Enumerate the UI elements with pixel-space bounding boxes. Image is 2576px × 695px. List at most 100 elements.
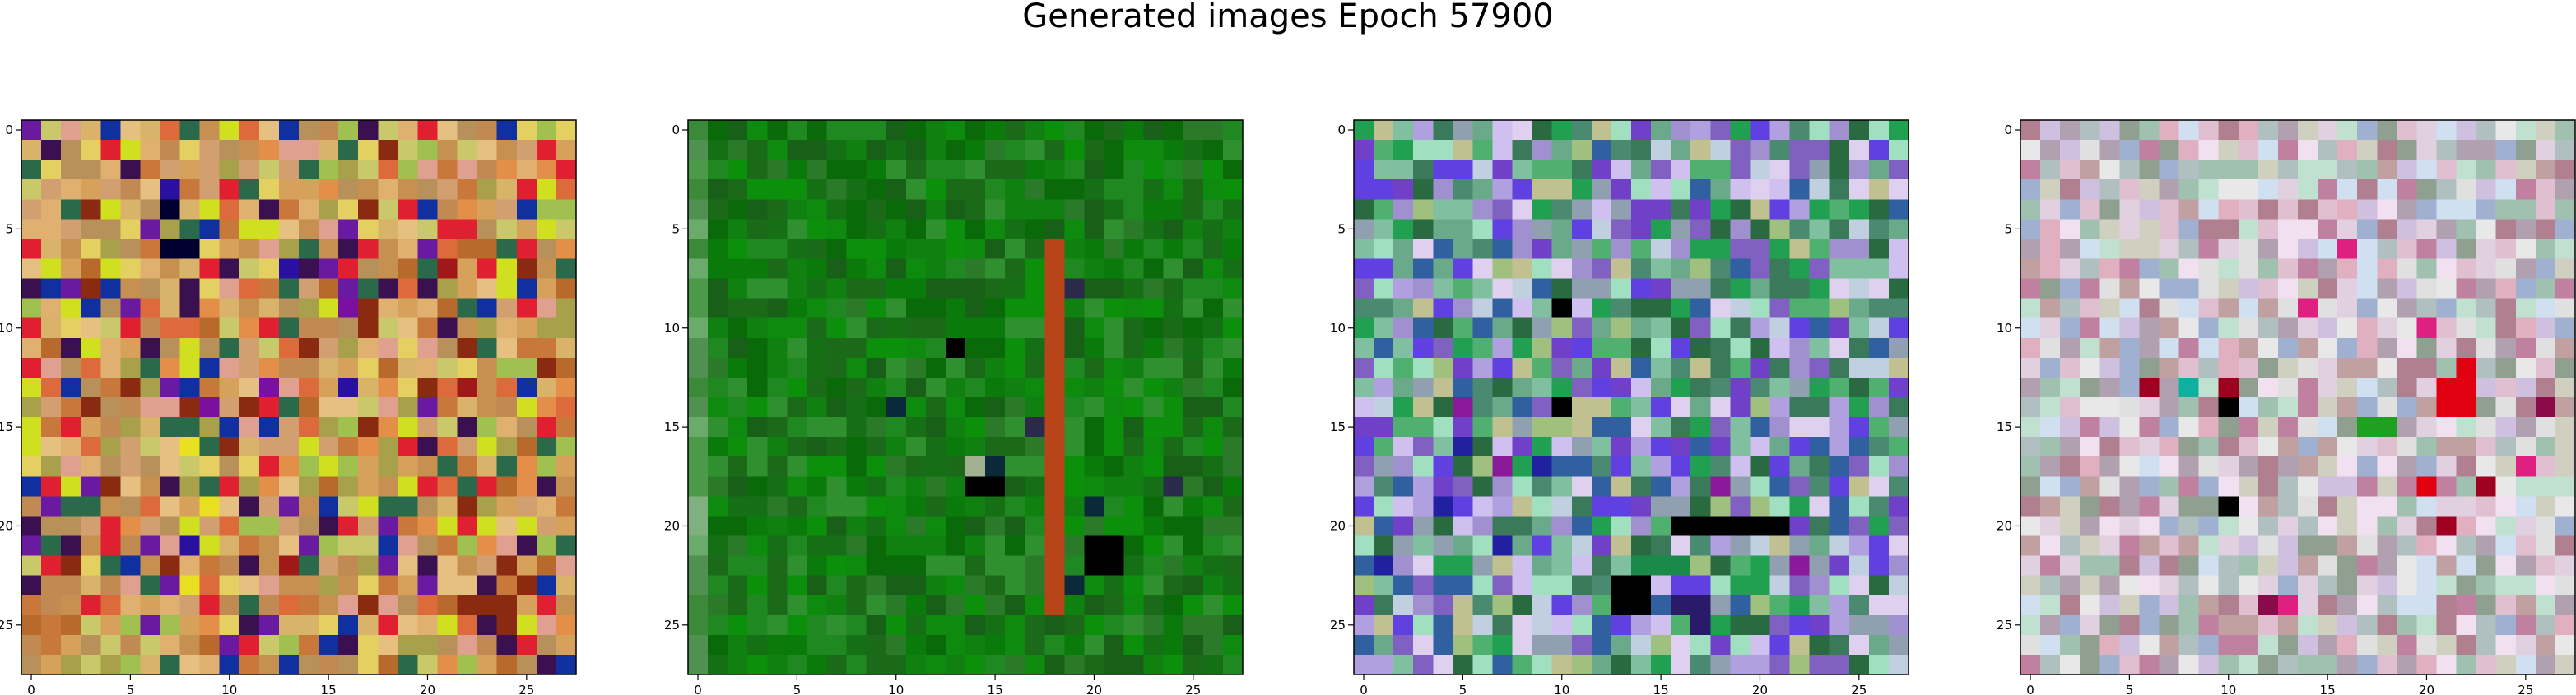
pixel-cell: [2119, 575, 2141, 596]
pixel-cell: [1064, 357, 1086, 378]
pixel-cell: [1651, 179, 1672, 200]
pixel-cell: [1631, 614, 1652, 636]
pixel-cell: [1183, 614, 1204, 636]
pixel-cell: [985, 179, 1006, 200]
pixel-cell: [1789, 516, 1811, 537]
y-tick-label: 10: [664, 321, 680, 336]
pixel-cell: [2119, 140, 2141, 160]
pixel-cell: [81, 160, 101, 180]
pixel-cell: [398, 417, 419, 438]
pixel-cell: [120, 516, 142, 537]
pixel-cell: [945, 258, 966, 280]
pixel-cell: [1183, 298, 1204, 319]
pixel-cell: [1433, 437, 1453, 457]
pixel-cell: [1848, 535, 1870, 557]
pixel-cell: [1374, 476, 1394, 497]
pixel-cell: [1143, 555, 1165, 577]
pixel-cell: [258, 199, 280, 220]
pixel-cell: [1393, 258, 1414, 280]
pixel-cell: [2436, 654, 2457, 675]
pixel-cell: [1710, 397, 1731, 418]
pixel-cell: [2238, 317, 2259, 339]
pixel-cell: [1591, 456, 1612, 477]
pixel-cell: [457, 634, 478, 656]
pixel-cell: [886, 120, 907, 141]
pixel-cell: [1472, 357, 1494, 378]
pixel-cell: [2020, 397, 2041, 418]
pixel-cell: [1492, 120, 1514, 141]
pixel-cell: [1354, 535, 1374, 557]
pixel-cell: [2099, 417, 2120, 438]
pixel-cell: [239, 258, 260, 280]
pixel-cell: [985, 437, 1006, 457]
pixel-cell: [1651, 219, 1672, 240]
pixel-cell: [747, 614, 768, 636]
pixel-cell: [496, 278, 518, 299]
pixel-cell: [61, 516, 81, 537]
pixel-cell: [100, 614, 121, 636]
pixel-cell: [688, 535, 709, 557]
pixel-cell: [2277, 634, 2299, 656]
pixel-cell: [1453, 377, 1474, 398]
pixel-cell: [2159, 179, 2180, 200]
pixel-cell: [2357, 417, 2378, 438]
pixel-cell: [2139, 614, 2160, 636]
pixel-cell: [728, 417, 748, 438]
pixel-cell: [258, 555, 280, 577]
pixel-cell: [1671, 179, 1691, 200]
pixel-cell: [199, 417, 221, 438]
pixel-cell: [556, 298, 577, 319]
pixel-cell: [2139, 120, 2160, 141]
pixel-cell: [1730, 258, 1751, 280]
pixel-cell: [1222, 219, 1244, 240]
pixel-cell: [457, 437, 478, 457]
pixel-cell: [2377, 120, 2397, 141]
pixel-cell: [2257, 476, 2279, 497]
pixel-cell: [1611, 555, 1632, 577]
pixel-cell: [985, 219, 1006, 240]
pixel-cell: [1163, 595, 1184, 616]
pixel-cell: [1571, 357, 1593, 378]
pixel-cell: [1163, 634, 1184, 656]
pixel-cell: [985, 575, 1006, 596]
pixel-cell: [925, 179, 946, 200]
pixel-cell: [1202, 575, 1224, 596]
pixel-cell: [2119, 298, 2141, 319]
pixel-cell: [708, 199, 728, 220]
pixel-cell: [2020, 654, 2041, 675]
pixel-cell: [1551, 140, 1573, 160]
pixel-cell: [1868, 456, 1890, 477]
pixel-cell: [1769, 219, 1791, 240]
pixel-cell: [299, 595, 319, 616]
pixel-cell: [1551, 337, 1573, 359]
pixel-cell: [378, 219, 398, 240]
pixel-cell: [2515, 555, 2536, 577]
pixel-cell: [708, 160, 728, 180]
pixel-cell: [1123, 496, 1145, 517]
pixel-cell: [120, 317, 142, 339]
pixel-cell: [41, 337, 62, 359]
pixel-cell: [767, 140, 788, 160]
pixel-cell: [556, 377, 577, 398]
pixel-cell: [2318, 417, 2338, 438]
pixel-cell: [417, 337, 439, 359]
pixel-cell: [1123, 199, 1145, 220]
pixel-cell: [1809, 258, 1830, 280]
pixel-cell: [536, 179, 557, 200]
pixel-cell: [41, 160, 62, 180]
pixel-cell: [2178, 120, 2200, 141]
pixel-cell: [1769, 317, 1791, 339]
pixel-cell: [2377, 239, 2397, 260]
pixel-cell: [1143, 476, 1165, 497]
pixel-cell: [2456, 337, 2477, 359]
pixel-cell: [496, 258, 518, 280]
pixel-cell: [219, 258, 240, 280]
pixel-cell: [81, 595, 101, 616]
pixel-cell: [1710, 278, 1731, 299]
pixel-cell: [140, 654, 161, 675]
pixel-cell: [100, 456, 121, 477]
pixel-cell: [1064, 614, 1086, 636]
pixel-cell: [2080, 535, 2100, 557]
pixel-cell: [1025, 417, 1045, 438]
pixel-cell: [1591, 179, 1612, 200]
